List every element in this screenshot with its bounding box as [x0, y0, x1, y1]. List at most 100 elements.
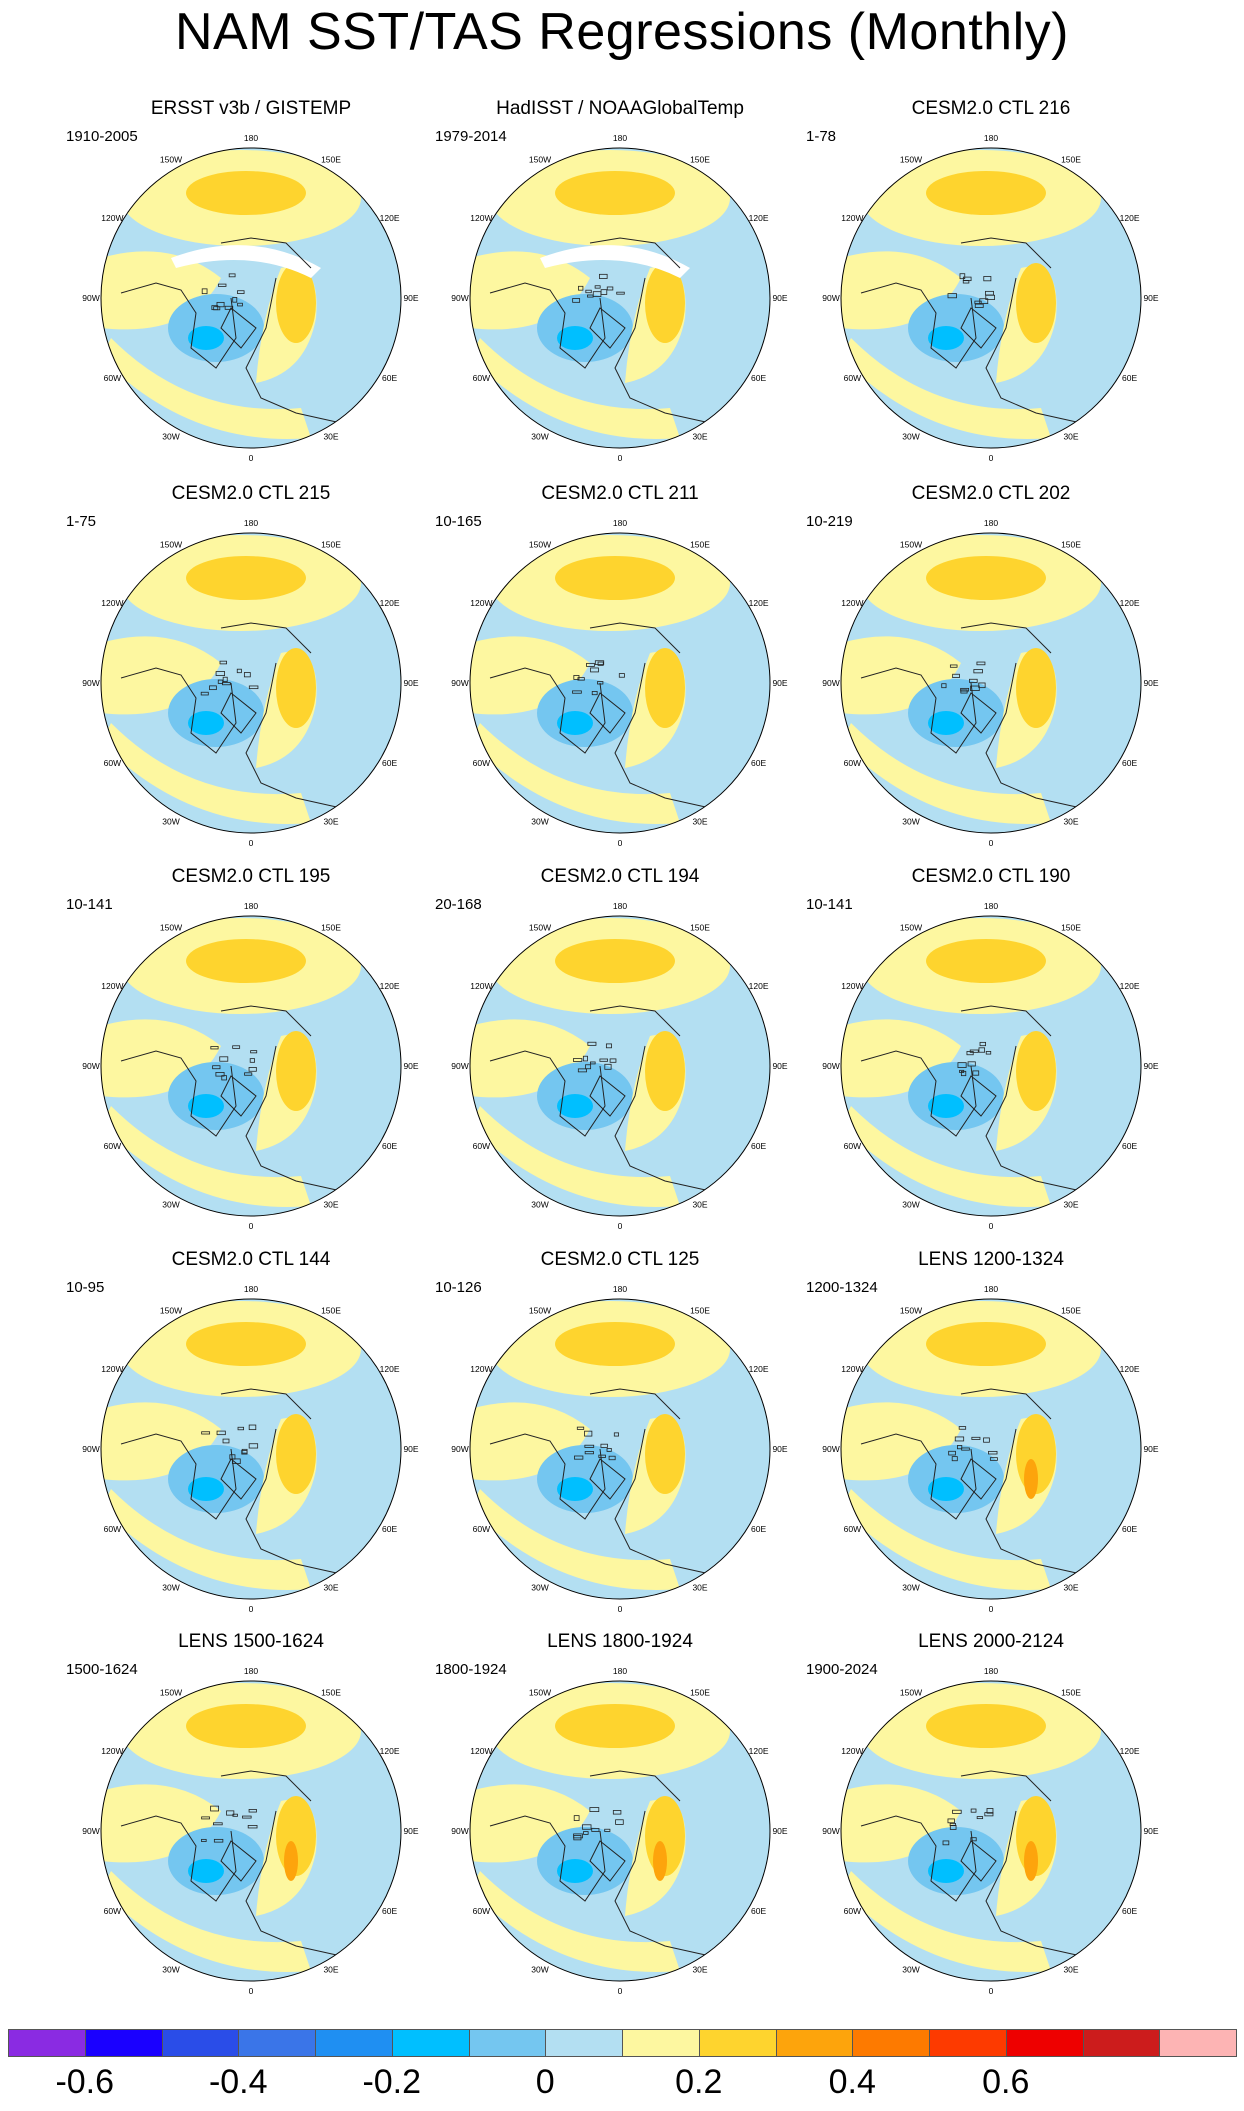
arctic-island-outline: [249, 1058, 255, 1063]
longitude-label: 60E: [751, 1524, 766, 1534]
arctic-island-outline: [228, 273, 236, 278]
north-pacific-warm-core: [926, 171, 1046, 215]
longitude-label: 120W: [101, 598, 123, 608]
bering-coastline: [220, 1005, 312, 1037]
longitude-label: 0: [618, 838, 623, 848]
siberia-warm-core: [276, 648, 316, 728]
north-america-coastline: [860, 282, 977, 369]
longitude-label: 0: [249, 1604, 254, 1614]
colorbar-tick-label: 0.6: [982, 2063, 1030, 2101]
north-america-coastline: [860, 1433, 977, 1520]
panel-year-range: 1-78: [806, 128, 837, 145]
arctic-island-outline: [248, 1424, 257, 1431]
arctic-island-outline: [242, 1815, 252, 1819]
panel-title: CESM2.0 CTL 195: [171, 866, 331, 887]
arctic-island-outline: [236, 668, 242, 674]
longitude-label: 180: [984, 133, 998, 143]
longitude-label: 150W: [900, 539, 922, 549]
longitude-label: 150E: [321, 1305, 341, 1315]
longitude-label: 30W: [531, 817, 548, 827]
longitude-label: 120W: [101, 213, 123, 223]
panel-title: CESM2.0 CTL 215: [171, 483, 331, 504]
polar-stereographic-map: 180 150E 120E 90E 60E 30E 0 30W 60W 90W 120W 150W: [82, 1666, 419, 1996]
longitude-label: 120W: [101, 1364, 123, 1374]
arctic-island-outline: [985, 294, 995, 300]
bering-coastline: [220, 622, 312, 654]
colorbar-swatch: [8, 2029, 86, 2057]
labrador-strong-negative: [928, 1094, 964, 1118]
longitude-label: 120E: [380, 1364, 400, 1374]
arctic-island-outline: [613, 1432, 619, 1437]
siberia-warm-core: [645, 648, 685, 728]
greenland-coastline: [960, 1458, 997, 1500]
longitude-label: 90W: [822, 1061, 839, 1071]
arctic-island-outline: [217, 283, 227, 287]
longitude-label: 90W: [822, 1826, 839, 1836]
longitude-label: 30W: [531, 1965, 548, 1975]
longitude-label: 120E: [380, 1746, 400, 1756]
map-panel: CESM2.0 CTL 195 180 150E 120E 90E 60E 30E 0 30W 6…: [66, 866, 436, 1246]
arctic-island-outline: [216, 301, 225, 308]
arctic-island-outline: [970, 1808, 977, 1813]
europe-coastline: [245, 1810, 342, 1957]
arctic-island-outline: [952, 673, 960, 678]
longitude-label: 120E: [1120, 598, 1140, 608]
bering-coastline: [960, 237, 1052, 269]
longitude-label: 30E: [323, 1965, 338, 1975]
siberia-strong-warm: [1024, 1459, 1038, 1499]
longitude-label: 30W: [162, 1200, 179, 1210]
longitude-label: 90W: [451, 678, 468, 688]
longitude-label: 150W: [529, 922, 551, 932]
siberia-warm-core: [276, 1031, 316, 1111]
arctic-island-outline: [606, 1448, 612, 1452]
longitude-label: 90E: [1143, 678, 1158, 688]
longitude-label: 150W: [900, 1305, 922, 1315]
map-boundary: [100, 915, 402, 1217]
map-boundary: [469, 915, 771, 1217]
longitude-label: 120W: [470, 598, 492, 608]
north-pacific-warm-core: [926, 556, 1046, 600]
longitude-label: 120W: [470, 1364, 492, 1374]
map-boundary: [840, 147, 1142, 449]
missing-data-region: [540, 245, 690, 278]
arctic-island-outline: [591, 691, 598, 696]
longitude-label: 90E: [1143, 293, 1158, 303]
polar-stereographic-map: 180 150E 120E 90E 60E 30E 0 30W 60W 90W 120W 150W: [822, 518, 1159, 848]
longitude-label: 30E: [323, 1583, 338, 1593]
greenland-negative-anomaly: [537, 1445, 633, 1513]
arctic-island-outline: [576, 1426, 585, 1430]
colorbar-swatch: [468, 2029, 547, 2057]
longitude-label: 180: [244, 1666, 258, 1676]
longitude-label: 90E: [403, 678, 418, 688]
arctic-island-outline: [949, 664, 958, 668]
arctic-island-outline: [597, 661, 604, 666]
panel-year-range: 1800-1924: [435, 1661, 507, 1678]
map-panel: CESM2.0 CTL 190 180 150E 120E 90E 60E 30E 0 30W 6…: [806, 866, 1176, 1246]
arctic-island-outline: [608, 1455, 616, 1461]
colorbar-swatch: [852, 2029, 930, 2057]
arctic-island-outline: [949, 1824, 957, 1830]
panel-year-range: 10-141: [66, 896, 113, 913]
atlantic-positive-arc: [841, 723, 1051, 824]
bering-coastline: [589, 622, 681, 654]
longitude-label: 60W: [473, 373, 490, 383]
labrador-strong-negative: [188, 1094, 224, 1118]
arctic-island-outline: [248, 685, 259, 690]
greenland-coastline: [220, 307, 257, 349]
polar-stereographic-map: 180 150E 120E 90E 60E 30E 0 30W 60W 90W 120W 150W: [82, 518, 419, 848]
longitude-label: 180: [613, 133, 627, 143]
longitude-label: 60E: [751, 758, 766, 768]
longitude-label: 120E: [1120, 213, 1140, 223]
longitude-label: 30E: [323, 817, 338, 827]
north-america-coastline: [120, 1433, 237, 1520]
arctic-island-outline: [972, 1070, 980, 1076]
arctic-island-outline: [573, 1058, 583, 1062]
greenland-coastline: [960, 1075, 997, 1117]
arctic-island-outline: [244, 1072, 253, 1076]
greenland-negative-anomaly: [908, 1827, 1004, 1895]
arctic-island-outline: [582, 1055, 588, 1062]
arctic-island-outline: [967, 1061, 976, 1067]
arctic-island-outline: [605, 1043, 612, 1049]
polar-stereographic-map: 180 150E 120E 90E 60E 30E 0 30W 60W 90W 120W 150W: [451, 901, 788, 1231]
arctic-island-outline: [573, 1833, 583, 1839]
